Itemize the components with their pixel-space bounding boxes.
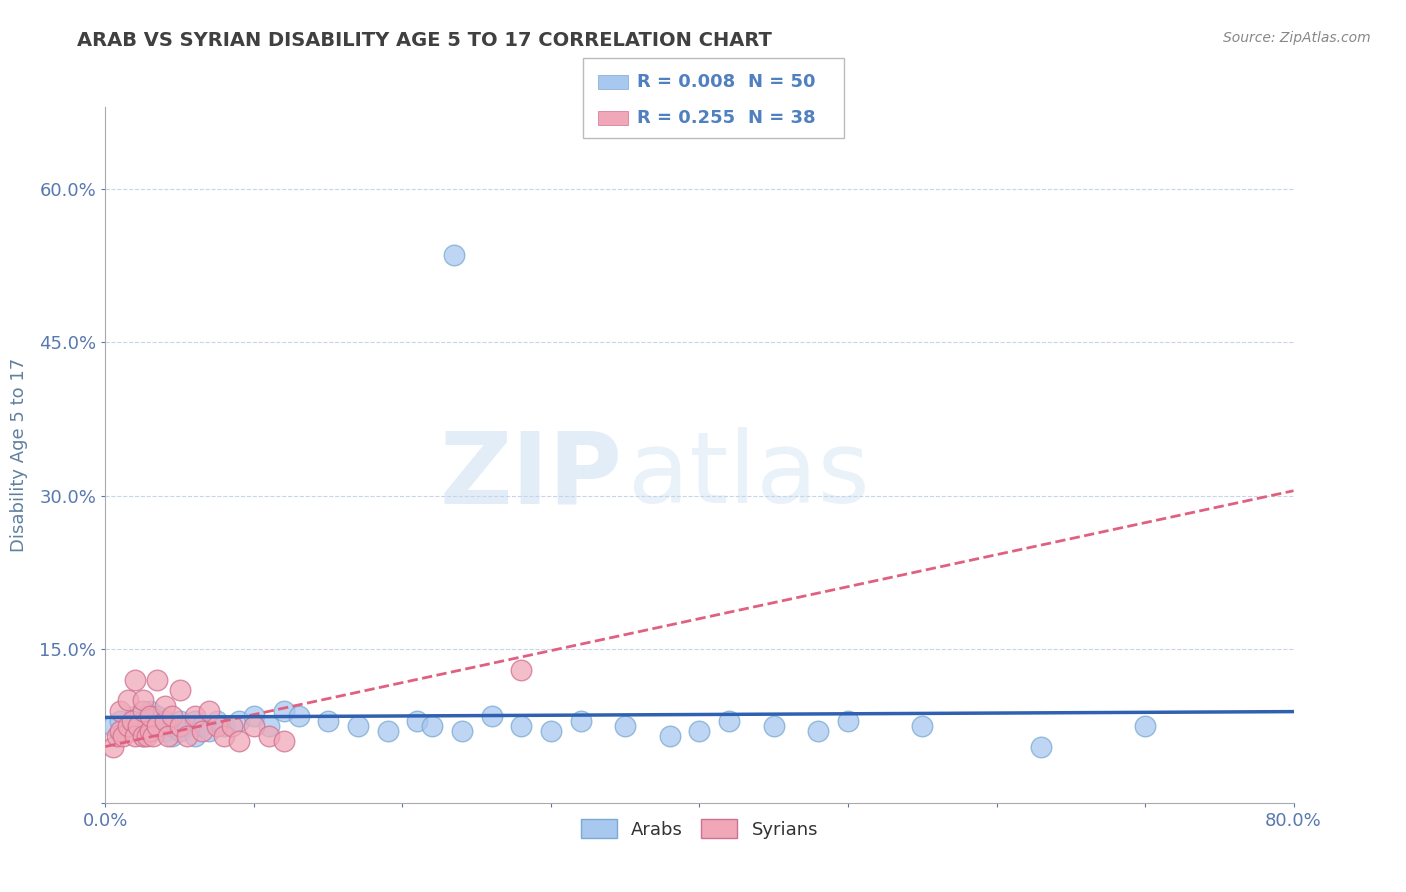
Point bbox=[273, 734, 295, 748]
Point bbox=[689, 724, 711, 739]
Point bbox=[139, 708, 162, 723]
Point bbox=[121, 714, 143, 728]
Point bbox=[287, 708, 309, 723]
Point bbox=[169, 683, 191, 698]
Point bbox=[837, 714, 859, 728]
Point bbox=[316, 714, 339, 728]
Point bbox=[273, 704, 295, 718]
Legend: Arabs, Syrians: Arabs, Syrians bbox=[574, 812, 825, 846]
Point bbox=[377, 724, 399, 739]
Point bbox=[146, 719, 169, 733]
Point bbox=[101, 719, 124, 733]
Point bbox=[658, 729, 681, 743]
Point bbox=[153, 698, 176, 713]
Point bbox=[221, 719, 243, 733]
Point bbox=[124, 673, 146, 687]
Point bbox=[481, 708, 503, 723]
Point bbox=[510, 663, 533, 677]
Point bbox=[162, 729, 184, 743]
Point bbox=[162, 719, 184, 733]
Text: R = 0.255: R = 0.255 bbox=[637, 109, 735, 127]
Point bbox=[156, 729, 179, 743]
Point bbox=[153, 714, 176, 728]
Point bbox=[205, 719, 228, 733]
Point bbox=[169, 724, 191, 739]
Point bbox=[450, 724, 472, 739]
Point bbox=[124, 729, 146, 743]
Text: N = 38: N = 38 bbox=[748, 109, 815, 127]
Point bbox=[540, 724, 562, 739]
Point bbox=[146, 708, 169, 723]
Point bbox=[718, 714, 741, 728]
Point bbox=[807, 724, 830, 739]
Point bbox=[228, 714, 250, 728]
Point bbox=[112, 729, 135, 743]
Point bbox=[139, 724, 162, 739]
Point bbox=[146, 673, 169, 687]
Text: R = 0.008: R = 0.008 bbox=[637, 73, 735, 91]
Point bbox=[191, 724, 214, 739]
Point bbox=[510, 719, 533, 733]
Point bbox=[762, 719, 785, 733]
Point bbox=[127, 719, 149, 733]
Point bbox=[176, 719, 198, 733]
Point bbox=[146, 719, 169, 733]
Point bbox=[139, 714, 162, 728]
Point bbox=[131, 704, 153, 718]
Point bbox=[406, 714, 429, 728]
Point bbox=[183, 714, 205, 728]
Point bbox=[228, 734, 250, 748]
Point bbox=[198, 724, 221, 739]
Point bbox=[243, 719, 266, 733]
Point bbox=[1029, 739, 1052, 754]
Point bbox=[136, 729, 159, 743]
Text: N = 50: N = 50 bbox=[748, 73, 815, 91]
Point bbox=[214, 719, 236, 733]
Point bbox=[110, 714, 132, 728]
Point bbox=[198, 704, 221, 718]
Point bbox=[1133, 719, 1156, 733]
Point bbox=[205, 714, 228, 728]
Point bbox=[153, 714, 176, 728]
Point bbox=[110, 704, 132, 718]
Point bbox=[911, 719, 934, 733]
Point bbox=[117, 719, 139, 733]
Point bbox=[257, 719, 280, 733]
Text: ZIP: ZIP bbox=[440, 427, 623, 524]
Point bbox=[169, 714, 191, 728]
Point bbox=[243, 708, 266, 723]
Point bbox=[257, 729, 280, 743]
Point bbox=[117, 693, 139, 707]
Point bbox=[183, 708, 205, 723]
Text: Source: ZipAtlas.com: Source: ZipAtlas.com bbox=[1223, 31, 1371, 45]
Point bbox=[131, 729, 153, 743]
Point bbox=[569, 714, 592, 728]
Point bbox=[105, 729, 128, 743]
Point bbox=[131, 729, 153, 743]
Point bbox=[142, 729, 165, 743]
Text: atlas: atlas bbox=[628, 427, 870, 524]
Text: ARAB VS SYRIAN DISABILITY AGE 5 TO 17 CORRELATION CHART: ARAB VS SYRIAN DISABILITY AGE 5 TO 17 CO… bbox=[77, 31, 772, 50]
Point bbox=[110, 724, 132, 739]
Point bbox=[214, 729, 236, 743]
Point bbox=[153, 724, 176, 739]
Point bbox=[347, 719, 370, 733]
Point bbox=[131, 714, 153, 728]
Point bbox=[124, 719, 146, 733]
Point bbox=[176, 729, 198, 743]
Point bbox=[420, 719, 443, 733]
Y-axis label: Disability Age 5 to 17: Disability Age 5 to 17 bbox=[10, 358, 28, 552]
Point bbox=[139, 704, 162, 718]
Point bbox=[162, 708, 184, 723]
Point bbox=[139, 724, 162, 739]
Point bbox=[443, 248, 465, 262]
Point bbox=[117, 724, 139, 739]
Point bbox=[131, 693, 153, 707]
Point bbox=[614, 719, 637, 733]
Point bbox=[169, 719, 191, 733]
Point bbox=[124, 708, 146, 723]
Point bbox=[101, 739, 124, 754]
Point bbox=[191, 719, 214, 733]
Point bbox=[183, 729, 205, 743]
